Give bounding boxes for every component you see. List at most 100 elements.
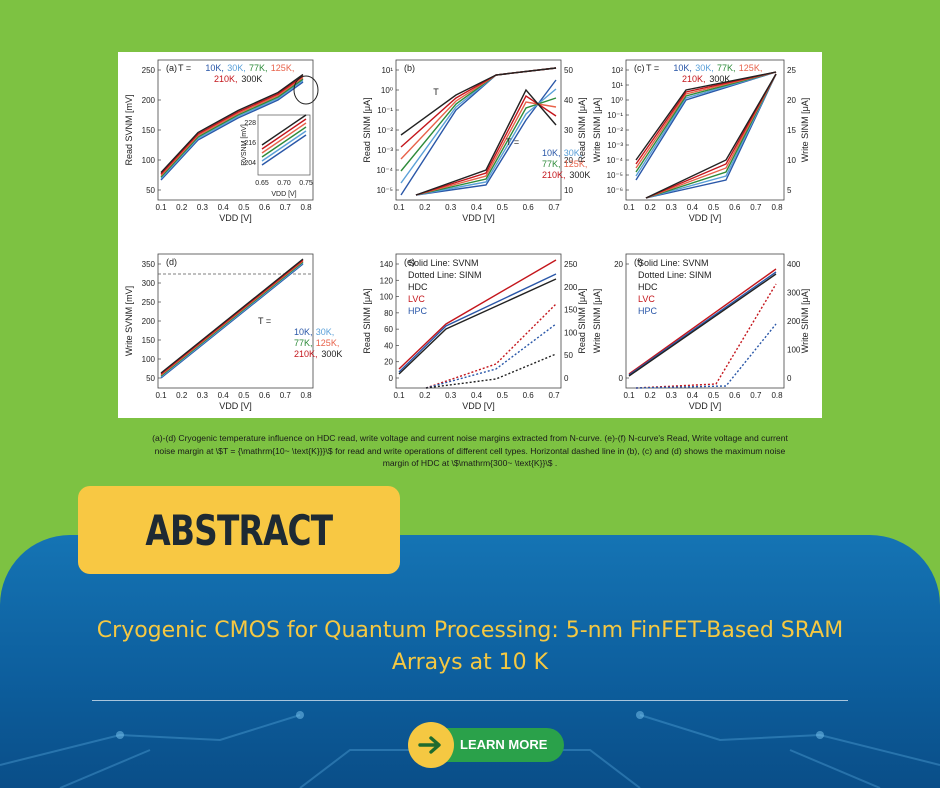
xtick-f: 0.8	[771, 391, 783, 400]
curve-a-300K	[160, 73, 304, 173]
panel-tag-b: (b)	[404, 63, 415, 73]
b-annot: T	[433, 87, 439, 97]
curve-a-210K	[160, 75, 304, 175]
inset-ylabel: RVSNM [mV]	[241, 124, 248, 166]
y2tick-e: 100	[564, 328, 578, 337]
xtick-e: 0.3	[445, 391, 457, 400]
legend-c-5: 210K,	[682, 74, 706, 84]
legend-a-5: 210K,	[214, 74, 238, 84]
curve-b2-30K	[415, 88, 557, 196]
ytick-e: 100	[380, 293, 394, 302]
y2tick-c: 15	[787, 126, 796, 135]
ytick-a: 150	[142, 126, 156, 135]
figure-caption: (a)-(d) Cryogenic temperature influence …	[152, 433, 788, 469]
panel-frame-f	[625, 253, 785, 389]
ytick-b: 10⁰	[381, 86, 393, 95]
ylabel-c: Write SINM [μA]	[592, 98, 602, 163]
xlabel-d: VDD [V]	[219, 401, 252, 411]
xtick-f: 0.2	[645, 391, 657, 400]
curve-c2-300K	[645, 73, 777, 199]
ytick-c: 10¹	[611, 81, 623, 90]
ytick-d: 350	[142, 260, 156, 269]
legend-b-0: T =	[506, 137, 519, 147]
ytick-b: 10⁻⁵	[377, 186, 393, 195]
xtick-e: 0.4	[471, 391, 483, 400]
arrow-right-icon[interactable]	[408, 722, 454, 768]
curve-e-lvc-dot	[425, 303, 557, 389]
xtick-b: 0.7	[548, 203, 560, 212]
xtick-f: 0.3	[666, 391, 678, 400]
xtick-e: 0.6	[523, 391, 535, 400]
ytick-c: 10⁻⁵	[607, 171, 623, 180]
xtick-f: 0.6	[729, 391, 741, 400]
curve-f-lvc	[628, 268, 777, 375]
ytick-d: 200	[142, 317, 156, 326]
curve-b2-300K	[415, 88, 557, 196]
xtick-c: 0.4	[687, 203, 699, 212]
inset-curve-10K	[261, 134, 307, 166]
y2tick-e: 200	[564, 283, 578, 292]
curve-d-210K	[160, 259, 304, 375]
xtick-d: 0.3	[197, 391, 209, 400]
ylabel-f: Write SINM [μA]	[592, 289, 602, 354]
xtick-f: 0.5	[708, 391, 720, 400]
y2label-f: Write SINM [μA]	[800, 289, 810, 354]
xlabel-b: VDD [V]	[462, 213, 495, 223]
xtick-b: 0.5	[497, 203, 509, 212]
legend-a-1: 10K,	[205, 63, 224, 73]
curve-a-125K	[160, 76, 304, 176]
legend-c-4: 125K,	[739, 63, 763, 73]
legend-d-3: 77K,	[294, 338, 313, 348]
legend-e-3: LVC	[408, 294, 425, 304]
y2tick-c: 20	[787, 96, 796, 105]
ytick-e: 0	[389, 374, 394, 383]
curve-a-10K	[160, 81, 304, 181]
panel-tag-a: (a)	[166, 63, 177, 73]
xlabel-c: VDD [V]	[689, 213, 722, 223]
curve-e-hpc-dot	[425, 323, 557, 389]
xtick-a: 0.1	[155, 203, 167, 212]
xlabel-a: VDD [V]	[219, 213, 252, 223]
y2tick-f: 300	[787, 289, 801, 298]
learn-more-label[interactable]: LEARN MORE	[460, 737, 548, 752]
ytick-e: 80	[384, 309, 393, 318]
inset-ytick: 204	[244, 160, 256, 167]
xtick-a: 0.6	[259, 203, 271, 212]
curve-e-lvc	[398, 259, 557, 370]
legend-d-6: 300K	[321, 349, 342, 359]
curve-d-30K	[160, 262, 304, 378]
y2tick-b: 40	[564, 96, 573, 105]
y2label-c: Write SINM [μA]	[800, 98, 810, 163]
ytick-b: 10⁻⁴	[376, 166, 393, 175]
xtick-b: 0.1	[393, 203, 405, 212]
ytick-e: 60	[384, 325, 393, 334]
y2tick-f: 400	[787, 260, 801, 269]
legend-e-0: Solid Line: SVNM	[408, 258, 479, 268]
y2label-e: Read SINM [μA]	[577, 288, 587, 353]
divider	[92, 700, 848, 701]
ytick-e: 120	[380, 276, 394, 285]
legend-c-0: T =	[646, 63, 659, 73]
y2label-b: Read SINM [μA]	[577, 97, 587, 162]
figure: (a) 50 100 150 200 250 0.1 0.2 0.3 0.4 0.5 0.6 0.7 0.…	[118, 52, 822, 418]
ytick-f: 20	[614, 260, 623, 269]
curve-d-300K	[160, 258, 304, 374]
xtick-a: 0.5	[238, 203, 250, 212]
ytick-d: 50	[146, 374, 155, 383]
xtick-e: 0.7	[548, 391, 560, 400]
ytick-b: 10⁻¹	[377, 106, 393, 115]
learn-more-button[interactable]: LEARN MORE	[408, 722, 564, 768]
xtick-b: 0.2	[419, 203, 431, 212]
inset-curve-77K	[261, 126, 307, 158]
legend-d-1: 10K,	[294, 327, 313, 337]
curve-b1-300K	[400, 67, 557, 136]
legend-f-3: LVC	[638, 294, 655, 304]
ytick-a: 250	[142, 66, 156, 75]
y2tick-b: 30	[564, 126, 573, 135]
xtick-d: 0.6	[259, 391, 271, 400]
legend-a-3: 77K,	[249, 63, 268, 73]
xtick-d: 0.1	[155, 391, 167, 400]
xtick-d: 0.2	[176, 391, 188, 400]
y2tick-f: 0	[787, 374, 792, 383]
